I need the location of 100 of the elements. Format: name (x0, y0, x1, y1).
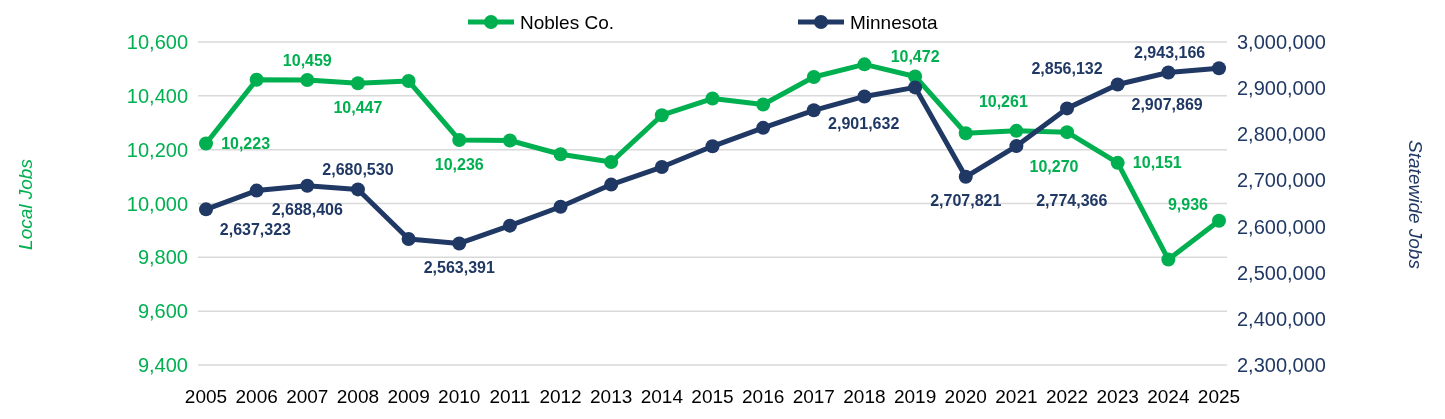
point (1110, 155, 1125, 170)
point (1110, 77, 1125, 92)
x-tick-label: 2014 (640, 386, 684, 407)
x-tick-label: 2008 (336, 386, 380, 407)
legend-label: Nobles Co. (520, 11, 614, 33)
point (502, 218, 517, 233)
point (857, 57, 872, 72)
point (705, 91, 720, 106)
y2-tick-label: 2,600,000 (1237, 215, 1326, 238)
data-label: 2,563,391 (423, 259, 495, 277)
x-tick-label: 2010 (438, 386, 481, 407)
point (756, 97, 771, 112)
data-label: 2,907,869 (1131, 96, 1203, 114)
y-tick-label: 9,400 (137, 354, 188, 376)
data-label: 10,270 (1029, 158, 1079, 176)
point (958, 169, 973, 184)
point (806, 103, 821, 118)
point (857, 89, 872, 104)
x-tick-label: 2015 (691, 386, 734, 407)
data-label: 2,856,132 (1031, 59, 1103, 77)
x-tick-label: 2005 (184, 386, 228, 407)
point (1060, 125, 1075, 140)
x-tick-label: 2020 (944, 386, 987, 407)
point (300, 72, 315, 87)
point (604, 155, 619, 170)
point (199, 202, 213, 217)
data-label: 2,707,821 (930, 192, 1002, 210)
x-tick-label: 2018 (843, 386, 886, 407)
y-axis-title: Local Jobs (15, 158, 36, 250)
data-label: 2,637,323 (219, 220, 292, 238)
point (908, 80, 923, 95)
point (350, 76, 365, 91)
point (1009, 139, 1024, 154)
y2-tick-label: 2,900,000 (1237, 77, 1326, 100)
x-tick-label: 2016 (742, 386, 785, 407)
point (1009, 123, 1024, 138)
data-label: 2,901,632 (828, 114, 900, 132)
point (401, 74, 416, 89)
point (553, 147, 568, 162)
point (249, 183, 264, 198)
point (1060, 101, 1075, 116)
y2-tick-label: 2,800,000 (1237, 123, 1326, 146)
x-tick-label: 2012 (539, 386, 582, 407)
point (1212, 213, 1226, 228)
point (806, 69, 821, 84)
y2-tick-label: 2,300,000 (1237, 354, 1326, 376)
y-tick-label: 10,600 (126, 31, 188, 53)
data-label: 2,943,166 (1134, 43, 1206, 61)
data-label: 10,459 (282, 51, 332, 69)
y-tick-label: 10,000 (126, 192, 188, 215)
point (502, 133, 517, 148)
data-label: 2,774,366 (1036, 191, 1108, 209)
data-label: 9,936 (1167, 196, 1209, 214)
data-label: 10,236 (434, 155, 484, 173)
data-label: 10,447 (333, 98, 383, 116)
point (604, 177, 619, 192)
point (350, 182, 365, 197)
y2-tick-label: 3,000,000 (1237, 31, 1326, 53)
x-tick-label: 2024 (1147, 386, 1190, 407)
point (654, 160, 669, 175)
data-label: 10,223 (221, 135, 271, 153)
point (756, 120, 771, 135)
y2-axis-title: Statewide Jobs (1405, 140, 1426, 270)
x-tick-label: 2022 (1045, 386, 1089, 407)
y2-tick-label: 2,500,000 (1237, 261, 1326, 284)
data-label: 10,151 (1132, 154, 1182, 172)
point (452, 236, 467, 251)
x-tick-label: 2023 (1096, 386, 1139, 407)
y-tick-label: 9,600 (137, 300, 188, 323)
point (553, 199, 568, 214)
point (1161, 252, 1176, 267)
x-tick-label: 2009 (387, 386, 430, 407)
x-tick-label: 2013 (590, 386, 633, 407)
point (705, 139, 720, 154)
point (1212, 61, 1226, 76)
point (401, 232, 416, 247)
x-tick-label: 2007 (286, 386, 329, 407)
y-tick-label: 10,400 (126, 84, 188, 107)
x-tick-label: 2021 (995, 386, 1038, 407)
point (654, 108, 669, 123)
point (300, 178, 315, 193)
x-tick-label: 2011 (489, 386, 531, 407)
point (1161, 65, 1176, 80)
x-tick-label: 2025 (1197, 386, 1241, 407)
y2-tick-label: 2,700,000 (1237, 169, 1326, 192)
data-label: 2,680,530 (322, 161, 394, 179)
point (958, 126, 973, 141)
point (199, 136, 213, 151)
y-tick-label: 9,800 (137, 246, 188, 269)
x-tick-label: 2017 (792, 386, 835, 407)
x-tick-label: 2019 (893, 386, 937, 407)
y-tick-label: 10,200 (126, 138, 188, 161)
point (249, 72, 264, 87)
y2-tick-label: 2,400,000 (1237, 307, 1326, 330)
point (452, 132, 467, 147)
x-tick-label: 2006 (235, 386, 278, 407)
data-label: 2,688,406 (271, 201, 343, 219)
data-label: 10,261 (978, 92, 1028, 110)
data-label: 10,472 (890, 48, 940, 66)
legend-label: Minnesota (850, 11, 939, 33)
